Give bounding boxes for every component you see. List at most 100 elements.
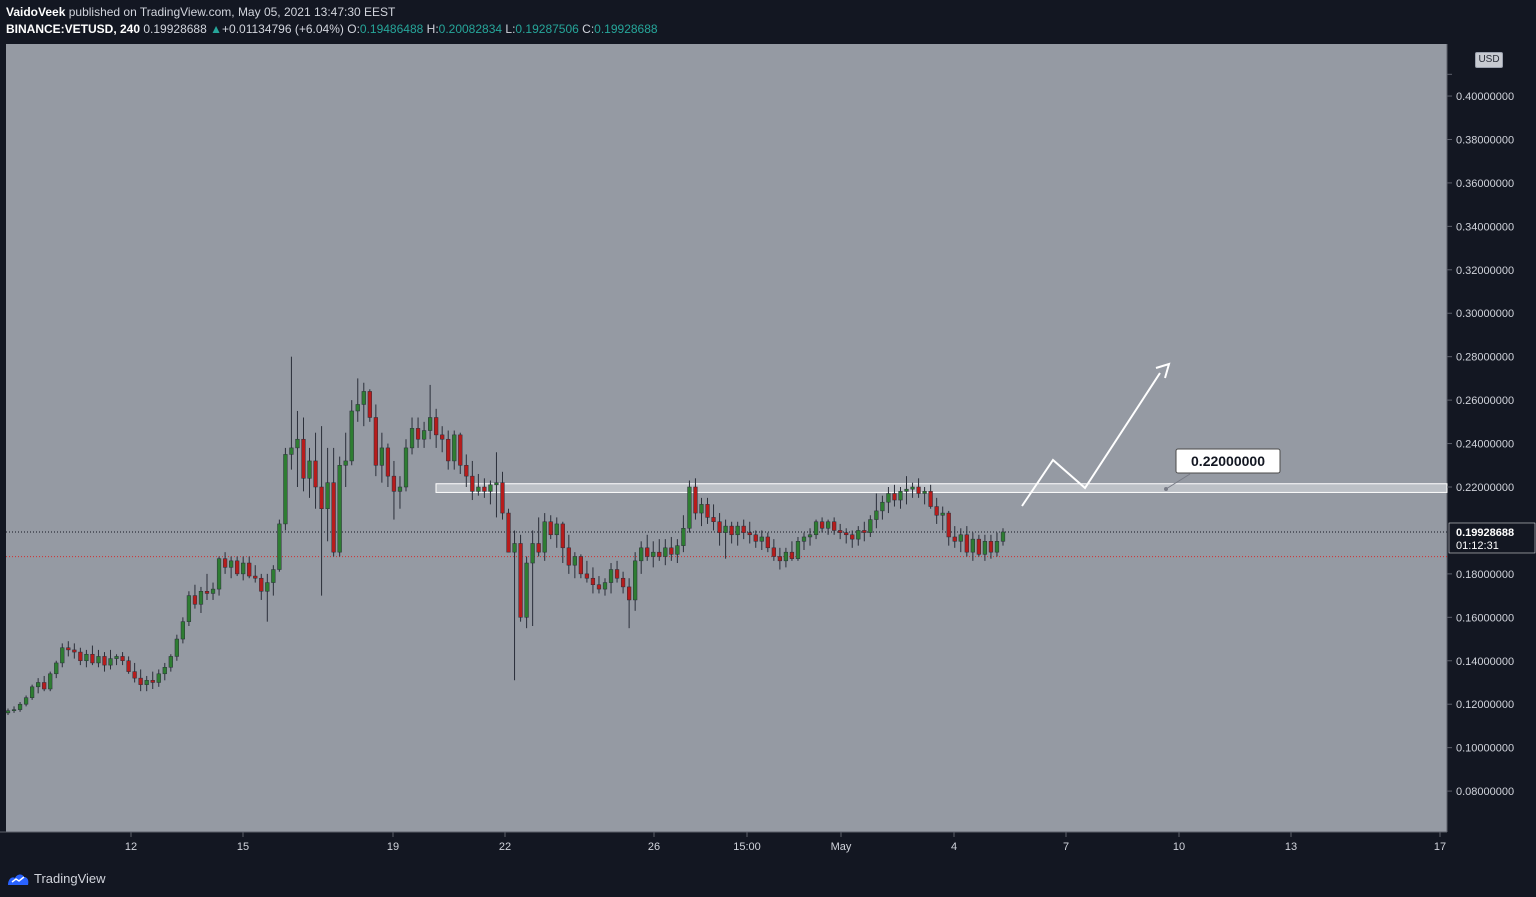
time-axis-panel[interactable]: [0, 832, 1536, 862]
candle-body: [391, 475, 397, 492]
candle-body: [681, 528, 686, 546]
candle-body: [367, 391, 372, 418]
candle-body: [560, 523, 565, 549]
candle-body: [530, 543, 535, 564]
candle-body: [862, 530, 867, 533]
published-text: published on TradingView.com, May 05, 20…: [68, 5, 396, 19]
candle-body: [584, 573, 590, 579]
candle-body: [343, 460, 348, 466]
candle-body: [669, 547, 674, 555]
candle-body: [156, 673, 161, 683]
candle-body: [783, 551, 789, 562]
candle-body: [446, 438, 451, 462]
candle-body: [554, 523, 559, 536]
candle-body: [675, 545, 680, 555]
tradingview-logo-icon: [8, 874, 29, 885]
candle-body: [735, 525, 740, 536]
publish-line: VaidoVeek published on TradingView.com, …: [6, 5, 395, 19]
price-tick-label: 0.26000000: [1456, 395, 1514, 407]
candle-body: [277, 523, 282, 570]
time-tick-label: 13: [1285, 841, 1297, 853]
candle-body: [651, 551, 656, 557]
h-value: 0.20082834: [438, 22, 503, 36]
candle-body: [699, 504, 704, 514]
candle-body: [11, 709, 17, 711]
price-tick-label: 0.34000000: [1456, 221, 1514, 233]
time-tick-label: 22: [499, 841, 511, 853]
candle-body: [826, 521, 831, 529]
candle-body: [856, 530, 861, 540]
tradingview-brand[interactable]: TradingView: [6, 870, 106, 886]
price-tick-label: 0.16000000: [1456, 612, 1514, 624]
candle-body: [421, 430, 427, 440]
candle-body: [819, 521, 825, 529]
candle-body: [693, 486, 698, 514]
price-tick-label: 0.22000000: [1456, 482, 1514, 494]
time-tick-label: 15:00: [733, 841, 761, 853]
l-label: L:: [505, 22, 516, 36]
c-label: C:: [582, 22, 595, 36]
candle-body: [108, 658, 113, 666]
projection-arrow-path[interactable]: [1021, 372, 1161, 507]
time-tick-label: 4: [951, 841, 957, 853]
candle-body: [307, 460, 312, 479]
candle-body: [795, 541, 801, 559]
candle-body: [464, 465, 469, 477]
price-tick-label: 0.08000000: [1456, 786, 1514, 798]
candle-body: [500, 482, 505, 514]
candle-body: [946, 512, 951, 538]
candle-body: [313, 460, 318, 488]
brand-name: TradingView: [34, 870, 106, 886]
candle-body: [729, 525, 734, 536]
candle-body: [241, 562, 246, 575]
candle-body: [578, 556, 583, 575]
candle-body: [512, 543, 517, 553]
last-price: 0.19928688: [143, 22, 207, 36]
candle-body: [72, 649, 77, 653]
candle-body: [66, 647, 71, 651]
candle-body: [482, 486, 487, 492]
symbol-name[interactable]: BINANCE:VETUSD, 240: [6, 22, 141, 36]
candle-body: [548, 521, 553, 536]
candle-body: [747, 532, 752, 536]
candle-body: [627, 586, 632, 601]
candle-body: [892, 493, 897, 501]
candle-body: [361, 391, 366, 405]
candle-body: [904, 488, 909, 492]
candle-body: [898, 491, 903, 501]
candle-body: [753, 534, 758, 542]
candle-body: [325, 482, 330, 509]
price-axis-panel[interactable]: [1447, 44, 1536, 832]
author-name[interactable]: VaidoVeek: [6, 5, 66, 19]
candle-body: [96, 656, 101, 664]
candle-body: [608, 569, 614, 583]
candle-body: [832, 521, 837, 531]
chart-header: VaidoVeek published on TradingView.com, …: [0, 0, 1536, 44]
candle-body: [886, 493, 891, 503]
candle-body: [741, 525, 746, 533]
candle-body: [259, 577, 264, 592]
candle-body: [663, 547, 668, 557]
candle-body: [874, 510, 879, 520]
candle-body: [373, 417, 378, 466]
candle-body: [409, 428, 415, 449]
price-tick-label: 0.24000000: [1456, 439, 1514, 451]
candle-body: [452, 434, 457, 462]
candle-body: [922, 491, 927, 494]
time-axis-ticks: 12 15 19 22 26 15:00 May 4 7 10 13 17: [125, 832, 1446, 853]
candle-body: [536, 543, 541, 553]
candle-body: [5, 710, 11, 714]
candle-body: [235, 560, 240, 575]
candle-body: [524, 562, 529, 618]
time-tick-label: 19: [387, 841, 399, 853]
candle-body: [48, 673, 53, 690]
time-tick-label: 15: [237, 841, 249, 853]
price-callout-box[interactable]: [1175, 448, 1281, 474]
projection-arrowhead-icon: [1155, 362, 1171, 379]
candle-body: [645, 547, 650, 557]
candle-body: [403, 447, 409, 488]
currency-badge[interactable]: USD: [1475, 52, 1503, 68]
plot-area[interactable]: [6, 44, 1447, 832]
price-tick-label: 0.32000000: [1456, 265, 1514, 277]
